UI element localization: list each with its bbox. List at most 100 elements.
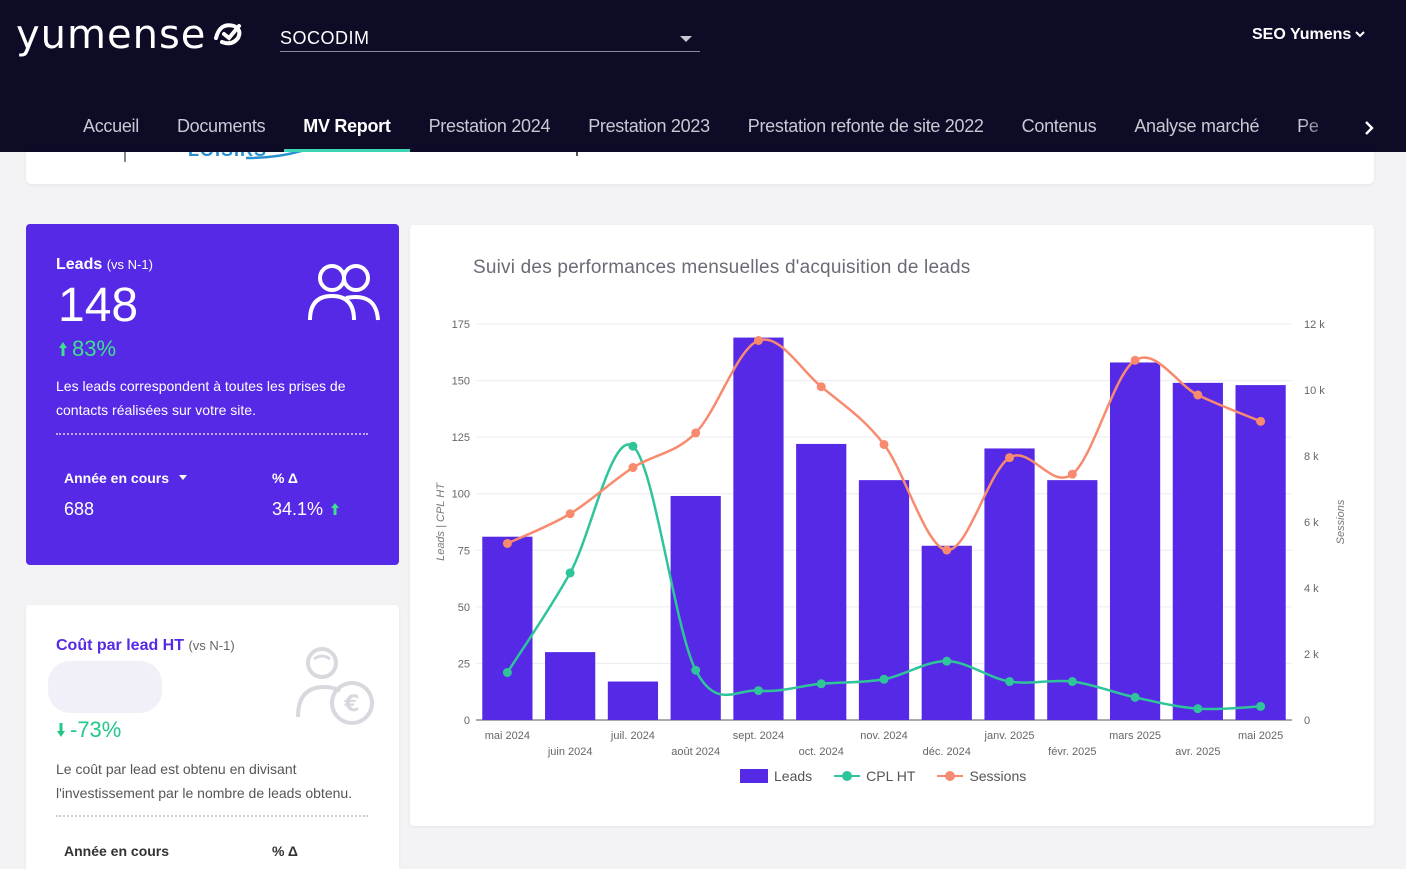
- leads-title-text: Leads: [56, 256, 103, 273]
- tab-prestation-2023[interactable]: Prestation 2023: [588, 116, 710, 136]
- cpl-delta: -73%: [56, 717, 121, 743]
- point-sessions: [628, 463, 638, 473]
- leads-delta: 83%: [58, 336, 116, 362]
- x-tick-label: juin 2024: [547, 746, 593, 758]
- year-selector-label: Année en cours: [64, 470, 170, 486]
- leads-subtitle: (vs N-1): [106, 257, 153, 272]
- delta-col-label: % Δ: [272, 470, 298, 486]
- y2-axis-label: Sessions: [1335, 499, 1347, 544]
- legend-item-leads[interactable]: Leads: [740, 768, 812, 784]
- point-cpl-ht: [1193, 704, 1203, 714]
- bar-leads: [545, 652, 596, 720]
- tab-mv-report[interactable]: MV Report: [284, 104, 410, 152]
- tab-analyse-march-[interactable]: Analyse marché: [1134, 116, 1260, 136]
- leads-description: Les leads correspondent à toutes les pri…: [56, 378, 346, 418]
- users-icon: [308, 264, 380, 321]
- caret-down-icon: [178, 475, 187, 480]
- tab-accueil[interactable]: Accueil: [83, 116, 139, 136]
- tab-prestation-refonte-de-site-2022[interactable]: Prestation refonte de site 2022: [747, 116, 984, 136]
- brand-logo-swoosh-icon: [246, 152, 303, 160]
- cpl-kpi-card: Coût par lead HT (vs N-1) -73% Le coût p…: [26, 605, 399, 869]
- x-tick-label: août 2024: [671, 746, 720, 758]
- tab-prestation-2024[interactable]: Prestation 2024: [428, 116, 551, 136]
- tab-contenus[interactable]: Contenus: [1021, 116, 1097, 136]
- legend-label: Sessions: [969, 768, 1027, 784]
- legend-swatch: [834, 769, 861, 783]
- leads-combo-chart[interactable]: 0 25 50 75 100 125 150 175 0 2 k 4 k 6 k 8 k 10 k 12 k…: [410, 225, 1374, 826]
- arrow-up-icon: [59, 342, 67, 356]
- bar-leads: [858, 480, 910, 720]
- point-sessions: [753, 336, 763, 345]
- y-tick-label: 100: [452, 489, 470, 501]
- divider: [56, 815, 368, 817]
- point-sessions: [1193, 390, 1203, 400]
- bar-leads: [921, 545, 972, 720]
- y2-tick-label: 4 k: [1304, 583, 1319, 595]
- point-sessions: [502, 538, 512, 548]
- x-tick-label: sept. 2024: [733, 730, 784, 742]
- legend-label: CPL HT: [866, 768, 916, 784]
- leads-chart-card: Suivi des performances mensuelles d'acqu…: [410, 225, 1374, 826]
- y-axis-label: Leads | CPL HT: [435, 482, 447, 561]
- chevron-down-icon[interactable]: [1354, 28, 1366, 40]
- divider: [124, 152, 126, 162]
- x-tick-label: oct. 2024: [799, 746, 844, 758]
- point-sessions: [1130, 355, 1140, 365]
- point-cpl-ht: [628, 441, 638, 451]
- arrow-down-icon: [57, 723, 65, 737]
- legend-item-cpl-ht[interactable]: CPL HT: [834, 768, 915, 784]
- point-cpl-ht: [879, 674, 889, 684]
- x-tick-label: févr. 2025: [1048, 746, 1096, 758]
- cpl-delta-value: -73%: [70, 717, 122, 742]
- bar-leads: [1109, 362, 1161, 720]
- cpl-delta-col-label: % Δ: [272, 843, 298, 859]
- client-select[interactable]: SOCODIM: [280, 24, 700, 52]
- arrow-up-icon: [331, 503, 340, 515]
- point-cpl-ht: [942, 656, 952, 666]
- bar-leads: [984, 448, 1035, 720]
- point-sessions: [565, 509, 575, 519]
- y-tick-label: 175: [452, 319, 470, 331]
- x-tick-label: mai 2024: [485, 730, 530, 742]
- point-sessions: [1256, 416, 1266, 426]
- y-tick-label: 150: [452, 376, 470, 388]
- cpl-card-title: Coût par lead HT (vs N-1): [56, 637, 235, 655]
- cpl-description: Le coût par lead est obtenu en divisant …: [56, 761, 353, 801]
- y-tick-label: 0: [464, 715, 470, 727]
- leads-card-title: Leads (vs N-1): [56, 256, 153, 274]
- point-cpl-ht: [1067, 677, 1077, 687]
- legend-label: Leads: [774, 768, 813, 784]
- divider: [576, 152, 578, 156]
- y-tick-label: 125: [452, 432, 470, 444]
- top-header: yumense SOCODIM SEO Yumens Accueil Docume…: [0, 0, 1406, 152]
- leads-value: 148: [58, 279, 139, 332]
- app-logo[interactable]: yumense: [16, 12, 207, 58]
- line-sessions: [506, 338, 1262, 552]
- year-value: 688: [64, 499, 95, 519]
- user-menu[interactable]: SEO Yumens: [1252, 26, 1352, 43]
- cpl-value-redacted: [48, 661, 162, 713]
- nav-scroll-right-button[interactable]: [1346, 104, 1392, 152]
- y2-tick-label: 12 k: [1304, 319, 1325, 331]
- bar-leads: [1235, 385, 1286, 720]
- point-sessions: [1067, 469, 1077, 479]
- bar-leads: [670, 495, 721, 720]
- legend-swatch: [937, 769, 964, 783]
- point-cpl-ht: [753, 686, 763, 696]
- brand-card: LOISIRS: [26, 152, 1374, 184]
- caret-down-icon: [680, 36, 692, 42]
- line-cpl-ht: [506, 443, 1261, 711]
- tab-documents[interactable]: Documents: [176, 116, 266, 136]
- point-cpl-ht: [565, 568, 575, 578]
- chevron-right-icon: [1365, 121, 1374, 135]
- leads-delta-value: 83%: [72, 336, 117, 361]
- cost-per-user-icon: €: [296, 647, 374, 725]
- nav-fade: [1300, 104, 1346, 152]
- x-tick-label: nov. 2024: [860, 730, 908, 742]
- year-selector[interactable]: Année en cours: [64, 470, 187, 486]
- check-mark-icon: [214, 23, 242, 46]
- delta-col-text: 34.1%: [272, 499, 324, 519]
- bar-leads: [607, 681, 659, 720]
- point-sessions: [942, 545, 952, 555]
- legend-item-sessions[interactable]: Sessions: [937, 768, 1026, 784]
